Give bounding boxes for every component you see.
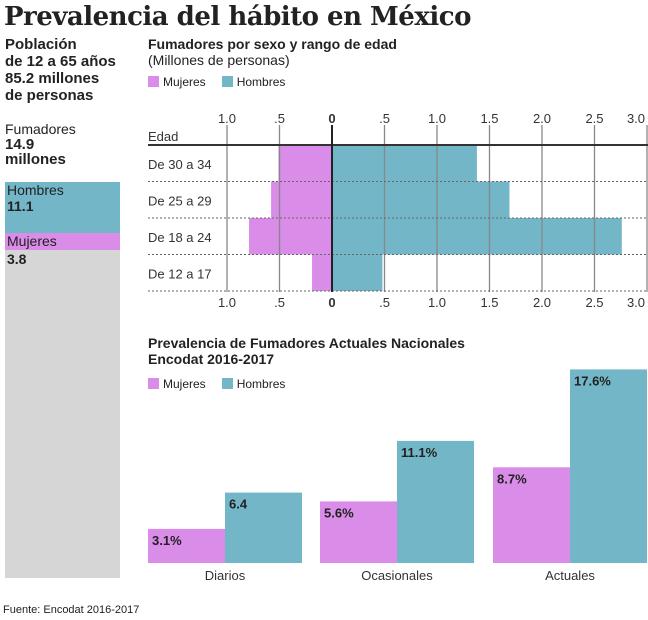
women-segment: Mujeres xyxy=(5,233,120,250)
category-label: De 30 a 34 xyxy=(148,157,212,172)
men-label: Hombres xyxy=(7,182,64,198)
tick-label-bottom: 2.5 xyxy=(585,295,603,310)
women-label: Mujeres xyxy=(7,233,57,249)
men-segment: Hombres 11.1 xyxy=(5,182,120,233)
legend-hombres: Hombres xyxy=(221,377,285,391)
tick-label-top: 3.0 xyxy=(627,111,645,126)
bar-hombres xyxy=(225,492,302,563)
tick-label-top: 1.0 xyxy=(428,111,446,126)
population-line3: 85.2 millones xyxy=(5,70,100,87)
tick-label-top: 1.5 xyxy=(480,111,498,126)
tick-label-bottom: 1.5 xyxy=(480,295,498,310)
tick-label-top: .5 xyxy=(274,111,285,126)
smokers-unit: millones xyxy=(5,151,66,168)
bar-hombres xyxy=(332,218,622,255)
bar-mujeres xyxy=(320,501,397,563)
tick-label-top: .5 xyxy=(379,111,390,126)
prevalence-title-line2: Encodat 2016-2017 xyxy=(148,351,275,367)
bar-hombres xyxy=(332,181,510,218)
legend-mujeres: Mujeres xyxy=(148,377,206,391)
bar-mujeres xyxy=(249,218,332,255)
legend-mujeres: Mujeres xyxy=(148,75,206,89)
population-line1: Población xyxy=(5,36,77,53)
tick-label-bottom: .5 xyxy=(379,295,390,310)
category-label: Diarios xyxy=(205,568,246,583)
category-label: De 18 a 24 xyxy=(148,230,212,245)
pyramid-title: Fumadores por sexo y rango de edad xyxy=(148,36,397,52)
bar-mujeres xyxy=(312,254,332,291)
pyramid-legend: Mujeres Hombres xyxy=(148,75,285,89)
tick-label-top: 1.0 xyxy=(218,111,236,126)
bar-mujeres xyxy=(148,528,225,563)
smokers-label: Fumadores xyxy=(5,121,76,137)
bar-mujeres xyxy=(271,181,332,218)
smokers-stacked-bar: Hombres 11.1 Mujeres 3.8 xyxy=(5,182,120,578)
category-label: De 12 a 17 xyxy=(148,267,212,282)
tick-label-bottom: 1.0 xyxy=(218,295,236,310)
men-value: 11.1 xyxy=(7,198,34,214)
tick-label-bottom: 1.0 xyxy=(428,295,446,310)
category-label: Actuales xyxy=(545,568,595,583)
tick-label-bottom: 2.0 xyxy=(533,295,551,310)
tick-label-top: 2.5 xyxy=(585,111,603,126)
tick-label-top: 0 xyxy=(328,111,335,126)
bar-hombres xyxy=(332,145,477,182)
data-label: 17.6% xyxy=(574,373,611,388)
population-line2: de 12 a 65 años xyxy=(5,53,116,70)
bar-hombres xyxy=(397,440,474,563)
tick-label-bottom: 3.0 xyxy=(627,295,645,310)
bar-hombres xyxy=(570,369,647,563)
data-label: 5.6% xyxy=(324,505,354,520)
women-value: 3.8 xyxy=(7,251,27,267)
legend-hombres: Hombres xyxy=(221,75,285,89)
data-label: 11.1% xyxy=(401,445,438,460)
pyramid-subtitle: (Millones de personas) xyxy=(148,52,290,68)
bar-hombres xyxy=(332,254,383,291)
page-title: Prevalencia del hábito en México xyxy=(4,2,471,32)
tick-label-bottom: 0 xyxy=(328,295,335,310)
bar-mujeres xyxy=(493,467,570,563)
tick-label-top: 2.0 xyxy=(533,111,551,126)
prevalence-title: Prevalencia de Fumadores Actuales Nacion… xyxy=(148,335,465,367)
population-summary: Población de 12 a 65 años 85.2 millones … xyxy=(5,36,145,104)
category-label: De 25 a 29 xyxy=(148,194,212,209)
smokers-value: 14.9 xyxy=(5,136,35,153)
population-line4: de personas xyxy=(5,87,94,104)
prevalence-legend: Mujeres Hombres xyxy=(148,377,285,391)
prevalence-title-line1: Prevalencia de Fumadores Actuales Nacion… xyxy=(148,335,465,351)
smokers-summary: Fumadores 14.9 millones xyxy=(5,121,76,168)
data-label: 8.7% xyxy=(497,471,527,486)
data-label: 3.1% xyxy=(152,533,182,548)
bar-mujeres xyxy=(278,145,332,182)
data-label: 6.4 xyxy=(229,497,248,512)
tick-label-bottom: .5 xyxy=(274,295,285,310)
axis-label-edad: Edad xyxy=(148,129,178,144)
category-label: Ocasionales xyxy=(361,568,433,583)
source-note: Fuente: Encodat 2016-2017 xyxy=(3,604,140,616)
